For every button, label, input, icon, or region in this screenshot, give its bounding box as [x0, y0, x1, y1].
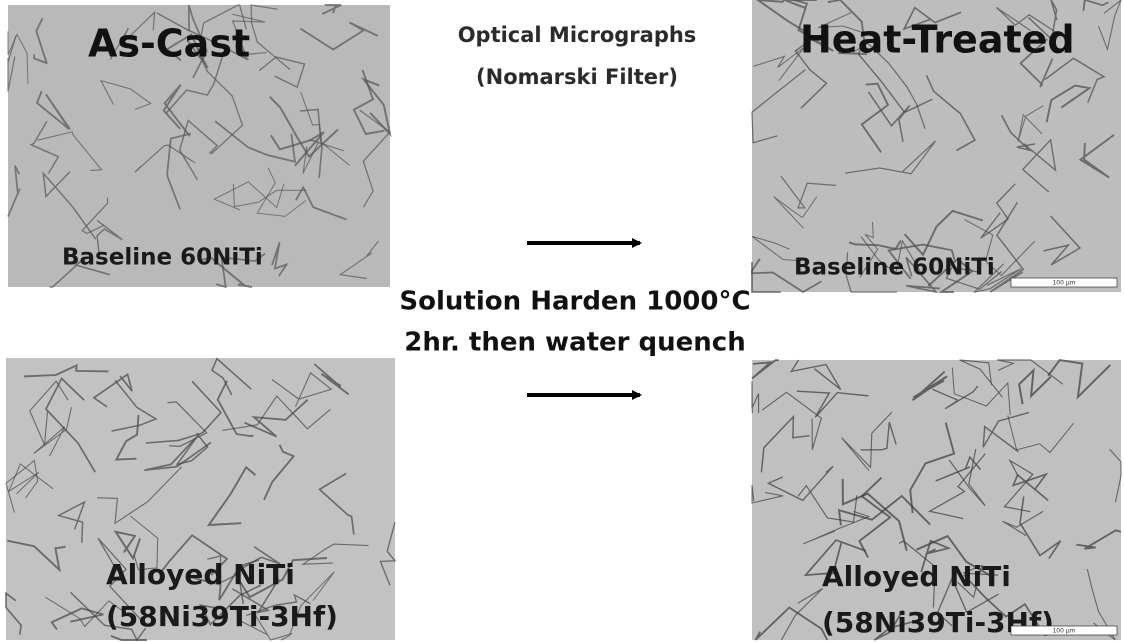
panel-label: Baseline 60NiTi — [794, 255, 995, 281]
panel-label: Baseline 60NiTi — [62, 245, 263, 271]
scale-label: 100 µm — [1052, 280, 1075, 287]
panel-label: Alloyed NiTi — [106, 558, 295, 591]
slide: Optical Micrographs (Nomarski Filter) As… — [0, 0, 1124, 642]
micrograph — [752, 360, 1121, 640]
panel-label: Alloyed NiTi — [822, 560, 1011, 593]
subtitle: (Nomarski Filter) — [476, 65, 678, 89]
process-text: Solution Harden 1000°C — [399, 287, 750, 317]
column-label: As-Cast — [88, 22, 250, 66]
micrograph-bg — [6, 358, 395, 640]
micrograph — [6, 358, 395, 640]
scale-label: 100 µm — [1052, 628, 1075, 635]
column-label: Heat-Treated — [800, 18, 1075, 62]
panel-label: (58Ni39Ti-3Hf) — [106, 600, 338, 633]
process-text: 2hr. then water quench — [404, 328, 745, 358]
title: Optical Micrographs — [458, 23, 697, 47]
